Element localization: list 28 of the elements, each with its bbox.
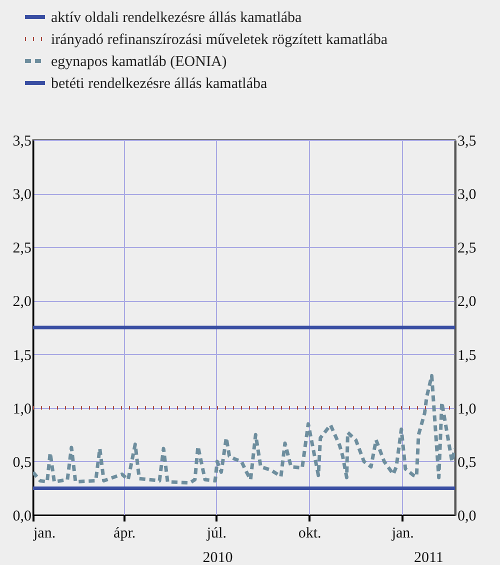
legend-label: aktív oldali rendelkezésre állás kamatlába bbox=[51, 10, 302, 26]
y2-tick-label: 1,0 bbox=[458, 401, 476, 418]
line-series bbox=[33, 374, 455, 485]
text: 2010 bbox=[202, 550, 233, 565]
y2-tick-label: 0,0 bbox=[458, 508, 476, 524]
legend-label: betéti rendelkezésre állás kamatlába bbox=[51, 76, 268, 92]
text: 2011 bbox=[414, 550, 444, 565]
x-tick-label: júl. bbox=[206, 526, 226, 542]
y2-tick-label: 3,0 bbox=[458, 187, 476, 204]
x-tick-label: jan. bbox=[390, 526, 414, 542]
y2-tick-label: 2,5 bbox=[458, 240, 476, 257]
x-tick-label: ápr. bbox=[114, 526, 136, 542]
legend-label: irányadó refinanszírozási műveletek rögzített kamatlába bbox=[51, 32, 388, 48]
y-tick-label: 3,5 bbox=[12, 134, 32, 150]
x-tick-label: jan. bbox=[32, 526, 56, 542]
y-tick-label: 2,5 bbox=[12, 240, 32, 257]
y-tick-label: 1,5 bbox=[12, 348, 32, 364]
x-tick-label: okt. bbox=[298, 526, 322, 542]
y-tick-label: 0,5 bbox=[12, 454, 32, 471]
y2-tick-label: 1,5 bbox=[458, 348, 476, 364]
y-tick-label: 1,0 bbox=[12, 401, 32, 418]
y-tick-label: 2,0 bbox=[12, 294, 32, 310]
y2-tick-label: 3,5 bbox=[458, 134, 476, 150]
y-tick-label: 0,0 bbox=[12, 508, 32, 524]
y-tick-label: 3,0 bbox=[12, 187, 32, 204]
y2-tick-label: 0,5 bbox=[458, 454, 476, 471]
legend-label: egynapos kamatláb (EONIA) bbox=[51, 54, 227, 70]
y2-tick-label: 2,0 bbox=[458, 294, 476, 310]
